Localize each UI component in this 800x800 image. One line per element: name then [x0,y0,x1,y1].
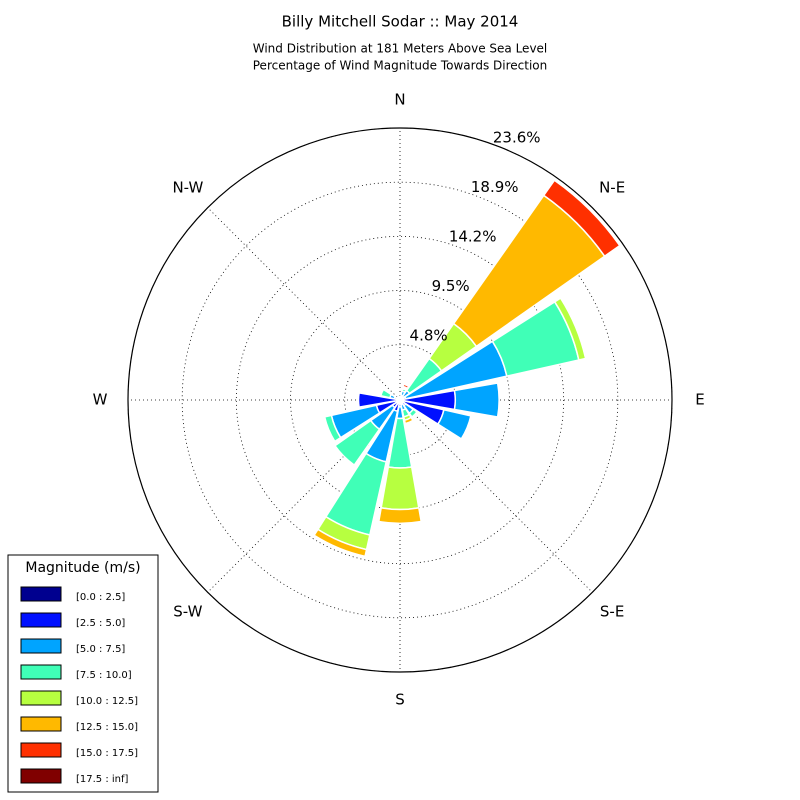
wedge [380,466,420,511]
chart-title: Billy Mitchell Sodar :: May 2014 [282,13,519,31]
legend-label: [0.0 : 2.5] [76,592,125,603]
direction-label: N [394,91,405,109]
legend-swatch [20,716,62,732]
r-tick-label: 23.6% [493,128,541,146]
wedge [408,408,419,419]
direction-label: N-E [599,178,625,196]
direction-label: W [93,391,108,409]
legend-label: [2.5 : 5.0] [76,618,125,629]
legend-swatch [20,612,62,628]
wedge [377,506,423,524]
wedge [403,416,415,425]
grid-spoke [399,399,593,593]
legend-swatch [20,742,62,758]
wedge [313,528,368,558]
wedge [379,388,393,399]
legend-label: [15.0 : 17.5] [76,748,138,759]
outer-ring [127,127,673,673]
direction-label: S-W [173,603,202,621]
legend-swatch [20,690,62,706]
wedge [542,179,621,258]
legend-label: [5.0 : 7.5] [76,644,125,655]
legend-label: [10.0 : 12.5] [76,696,138,707]
direction-label: S-E [600,603,624,621]
wedge [453,382,500,418]
legend-label: [7.5 : 10.0] [76,670,132,681]
direction-label: S [395,691,405,709]
chart-subtitle: Wind Distribution at 181 Meters Above Se… [253,42,548,56]
legend-swatch [20,638,62,654]
wedge [397,395,401,400]
wedge [402,383,410,390]
wedge [436,408,472,440]
r-tick-label: 4.8% [410,326,448,344]
r-tick-label: 18.9% [471,178,519,196]
grid-ring [235,235,565,565]
chart-subtitle: Percentage of Wind Magnitude Towards Dir… [253,59,547,73]
grid-spoke [207,207,401,401]
legend-swatch [20,586,62,602]
direction-label: N-W [172,178,203,196]
r-tick-label: 9.5% [432,277,470,295]
r-tick-label: 14.2% [449,227,497,245]
grid-ring [290,290,510,510]
wedge [323,414,342,443]
direction-label: E [695,391,704,409]
wedge [333,419,381,467]
grid-spoke [207,399,401,593]
legend-label: [17.5 : inf] [76,774,129,785]
legend-title: Magnitude (m/s) [25,560,140,576]
legend-label: [12.5 : 15.0] [76,722,138,733]
legend-swatch [20,768,62,784]
wedge [553,297,587,361]
legend-swatch [20,664,62,680]
grid-ring [181,181,619,619]
